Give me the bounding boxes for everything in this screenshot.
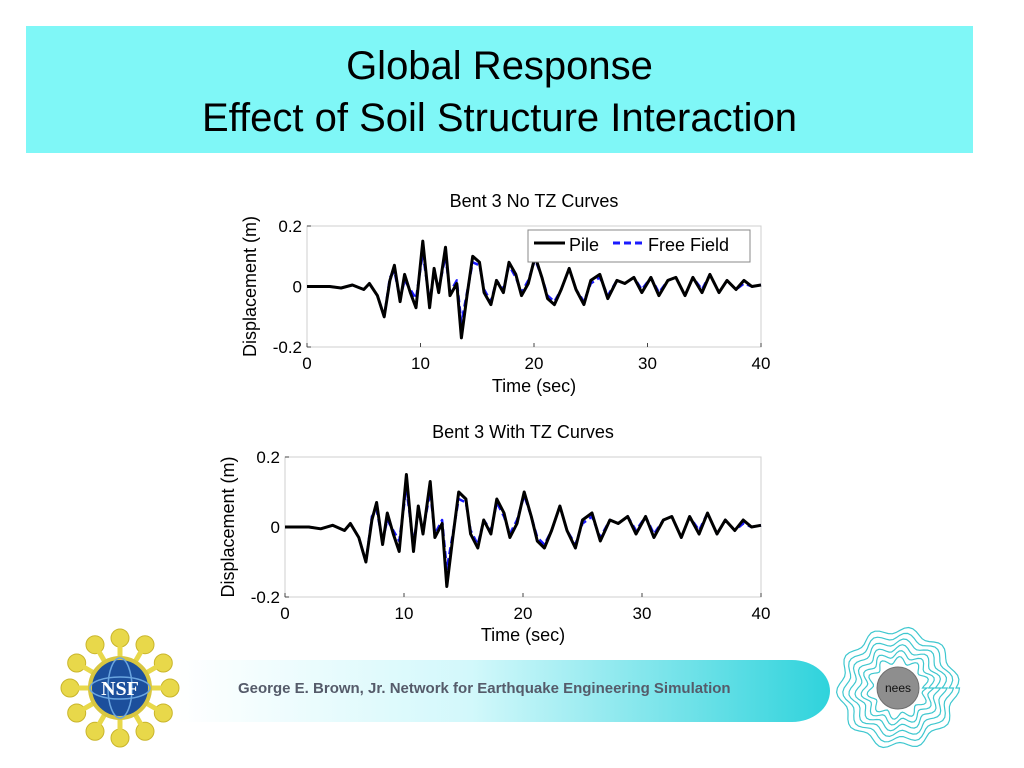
x-axis-label: Time (sec)	[492, 376, 576, 396]
chart-title: Bent 3 With TZ Curves	[432, 422, 614, 442]
x-axis-label: Time (sec)	[481, 625, 565, 645]
y-tick-label: 0.2	[278, 217, 302, 236]
slide-subtitle: Effect of Soil Structure Interaction	[201, 96, 798, 140]
series-line-solid	[285, 473, 762, 588]
y-tick-label: 0.2	[256, 448, 280, 467]
y-tick-label: -0.2	[251, 588, 280, 607]
x-tick-label: 20	[514, 604, 533, 623]
x-tick-label: 20	[525, 354, 544, 373]
legend-label-pile: Pile	[569, 235, 599, 255]
x-tick-label: 10	[411, 354, 430, 373]
x-tick-label: 30	[638, 354, 657, 373]
y-tick-label: 0	[293, 278, 302, 297]
title-banner: Global Response Effect of Soil Structure…	[26, 26, 973, 153]
y-axis-label: Displacement (m)	[240, 216, 260, 357]
series-line-pile	[307, 239, 762, 340]
footer-band	[178, 660, 830, 722]
x-tick-label: 0	[280, 604, 289, 623]
x-tick-label: 40	[752, 354, 771, 373]
chart-title: Bent 3 No TZ Curves	[450, 191, 619, 211]
x-tick-label: 10	[395, 604, 414, 623]
y-axis-label: Displacement (m)	[218, 456, 238, 597]
nsf-logo: NSF	[60, 628, 180, 748]
legend-box	[527, 229, 751, 263]
x-tick-label: 0	[302, 354, 311, 373]
x-tick-label: 40	[752, 604, 771, 623]
slide-title: Global Response	[346, 44, 653, 88]
legend-label-free-field: Free Field	[648, 235, 729, 255]
footer-text: George E. Brown, Jr. Network for Earthqu…	[238, 680, 731, 697]
nsf-logo-text: NSF	[101, 678, 139, 700]
nees-logo: nees	[835, 626, 961, 749]
plot-area	[284, 456, 762, 598]
x-tick-label: 30	[633, 604, 652, 623]
nees-logo-text: nees	[885, 681, 911, 695]
y-tick-label: 0	[271, 518, 280, 537]
y-tick-label: -0.2	[273, 338, 302, 357]
